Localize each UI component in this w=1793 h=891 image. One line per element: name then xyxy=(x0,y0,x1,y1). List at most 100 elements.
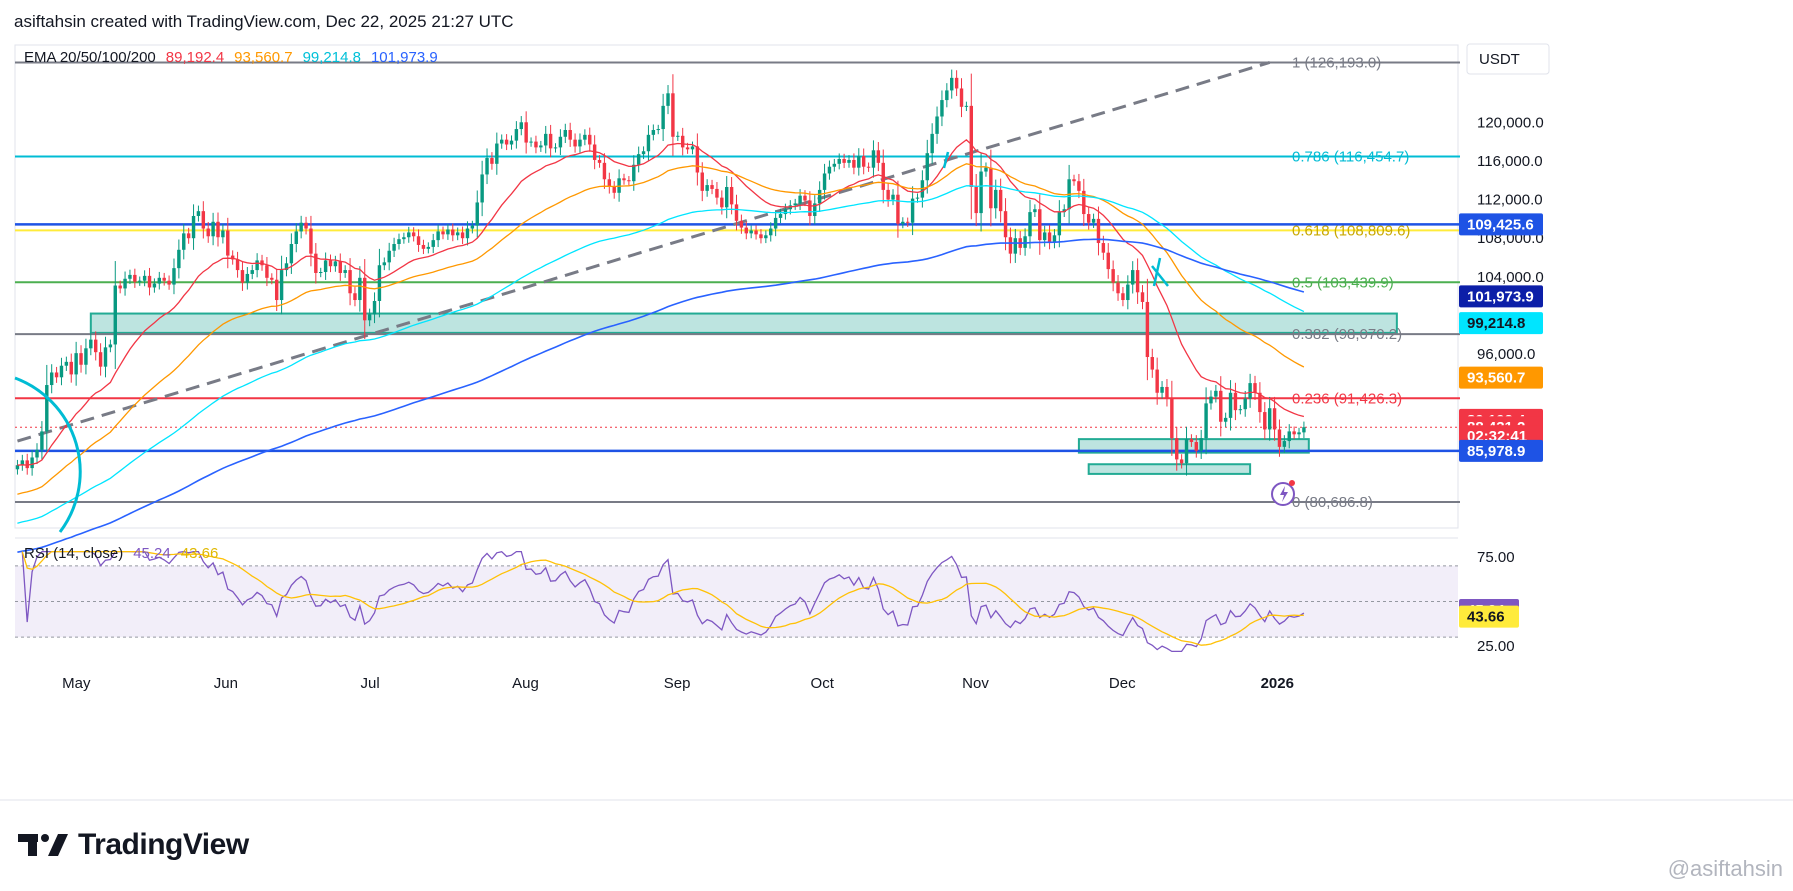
candle-body xyxy=(734,204,739,221)
price-badge-label: 93,560.7 xyxy=(1467,370,1525,387)
candle-body xyxy=(1096,218,1101,244)
candle-body xyxy=(876,150,881,163)
candle-body xyxy=(1297,432,1301,435)
candle-body xyxy=(431,240,435,247)
candle-body xyxy=(1121,293,1125,301)
candle-body xyxy=(641,151,646,155)
candle-body xyxy=(226,230,230,256)
candle-body xyxy=(319,272,323,274)
candle-body xyxy=(64,361,69,366)
candle-body xyxy=(1292,431,1296,435)
candle-body xyxy=(837,158,841,164)
candle-body xyxy=(607,179,612,188)
candle-body xyxy=(284,263,289,271)
candle-body xyxy=(1243,398,1247,410)
candle-body xyxy=(1155,369,1159,393)
candle-body xyxy=(1199,438,1203,451)
time-axis-label: May xyxy=(62,675,91,692)
candle-body xyxy=(578,139,582,147)
candle-body xyxy=(1126,284,1130,301)
candle-body xyxy=(79,353,83,365)
candle-body xyxy=(30,457,34,469)
rsi-ma-legend-value: 43.66 xyxy=(181,545,219,562)
candle-body xyxy=(504,139,509,145)
candle-body xyxy=(201,211,206,229)
candle-body xyxy=(1028,212,1032,237)
candle-body xyxy=(754,230,758,235)
candle-body xyxy=(1106,252,1110,270)
candle-body xyxy=(1179,459,1184,464)
candle-body xyxy=(627,180,631,182)
price-tick-label: 96,000.0 xyxy=(1477,346,1535,363)
candle-body xyxy=(465,228,470,239)
candle-body xyxy=(191,215,196,239)
main-pane-frame xyxy=(14,44,1459,529)
ema-legend-value: 93,560.7 xyxy=(234,49,292,66)
candle-body xyxy=(1013,238,1018,254)
candle-body xyxy=(553,147,558,149)
rsi-ma-line xyxy=(21,550,1304,646)
candle-body xyxy=(700,172,704,191)
candle-body xyxy=(328,260,333,267)
candle-body xyxy=(392,243,396,251)
candle-body xyxy=(460,232,465,239)
candle-body xyxy=(1003,211,1008,238)
candle-body xyxy=(514,129,519,141)
candle-body xyxy=(470,225,475,229)
lightning-icon xyxy=(1280,486,1288,503)
candle-body xyxy=(793,203,797,206)
candle-body xyxy=(1228,392,1233,418)
candle-body xyxy=(152,283,157,288)
rsi-tick-label: 25.00 xyxy=(1477,638,1515,655)
candle-body xyxy=(1258,392,1262,413)
candle-body xyxy=(905,221,910,223)
candle-body xyxy=(534,141,538,148)
candle-body xyxy=(852,159,856,168)
candle-body xyxy=(1233,392,1238,411)
candle-body xyxy=(1008,237,1013,254)
candle-body xyxy=(1082,190,1086,215)
candlestick-chart[interactable]: 96,000.0104,000.0108,000.0112,000.0116,0… xyxy=(0,0,1793,820)
candle-body xyxy=(798,195,802,204)
candle-body xyxy=(886,189,890,200)
candle-body xyxy=(1214,390,1218,397)
rsi-tick-label: 75.00 xyxy=(1477,549,1515,566)
candle-body xyxy=(891,194,895,200)
fib-level-label: 0.618 (108,809.6) xyxy=(1292,222,1410,239)
candle-body xyxy=(74,353,78,375)
candle-body xyxy=(108,344,113,348)
candle-body xyxy=(89,339,93,349)
candle-body xyxy=(744,227,748,234)
candle-body xyxy=(950,77,954,91)
candle-body xyxy=(382,262,387,266)
candle-body xyxy=(773,217,778,229)
candle-body xyxy=(333,261,338,267)
candle-body xyxy=(426,246,431,249)
ema-legend-value: 89,192.4 xyxy=(166,49,224,66)
price-badge xyxy=(1459,439,1543,462)
ema-50-line xyxy=(17,163,1305,495)
rsi-legend-title: RSI (14, close) xyxy=(24,545,123,562)
candle-body xyxy=(265,265,269,278)
candle-body xyxy=(1116,282,1120,294)
candle-body xyxy=(954,77,959,89)
candle-body xyxy=(416,236,421,245)
candle-body xyxy=(1189,439,1194,443)
candle-body xyxy=(1131,270,1135,285)
candle-body xyxy=(1170,398,1174,439)
price-tick-label: 112,000.0 xyxy=(1477,192,1543,209)
candle-body xyxy=(940,100,944,117)
candle-body xyxy=(157,277,162,284)
candle-body xyxy=(989,167,993,209)
price-badge xyxy=(1459,366,1543,389)
candle-body xyxy=(279,270,284,301)
candle-body xyxy=(847,159,851,163)
candle-body xyxy=(1042,232,1047,241)
candle-body xyxy=(1302,427,1306,433)
annotation-arc xyxy=(14,376,82,533)
candle-body xyxy=(133,274,137,282)
candle-body xyxy=(363,277,367,321)
candle-body xyxy=(539,145,543,148)
candle-body xyxy=(240,270,245,283)
price-tick-label: 104,000.0 xyxy=(1477,269,1544,286)
